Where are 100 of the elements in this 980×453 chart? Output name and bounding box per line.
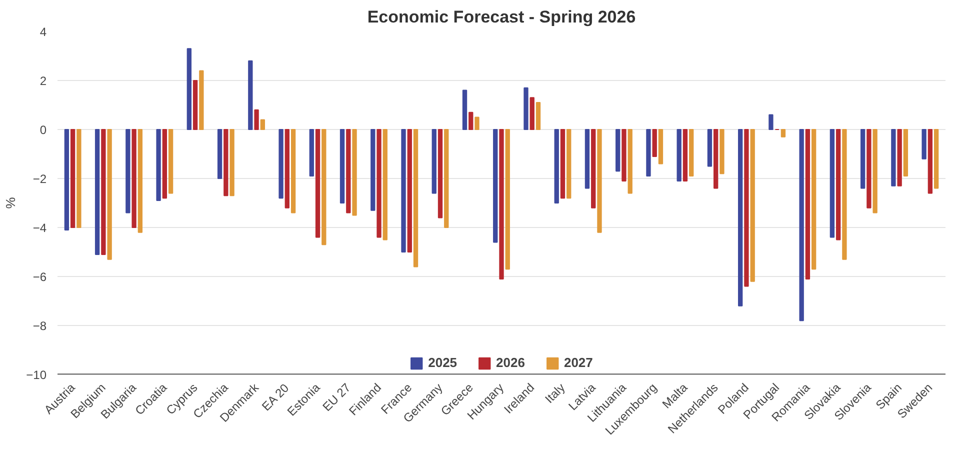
bar — [474, 116, 480, 130]
bar — [652, 129, 657, 157]
bar — [566, 129, 572, 199]
bar — [842, 129, 847, 260]
bar — [903, 129, 908, 177]
bar — [682, 129, 688, 182]
bar — [254, 109, 259, 130]
bar — [346, 129, 351, 214]
bar — [376, 129, 382, 238]
bar — [70, 129, 76, 228]
bar — [891, 129, 896, 186]
y-tick-label: −2 — [32, 172, 47, 186]
bar — [934, 129, 939, 189]
bar — [493, 129, 498, 243]
bar — [315, 129, 320, 238]
bar — [401, 129, 406, 252]
bar — [872, 129, 878, 214]
y-tick-label: −4 — [32, 221, 47, 235]
bar — [836, 129, 841, 240]
bar — [290, 129, 296, 214]
y-tick-label: 2 — [40, 74, 47, 88]
bar — [230, 129, 234, 196]
bar — [94, 129, 100, 255]
bar — [138, 129, 143, 233]
bar — [866, 129, 872, 208]
bar — [107, 129, 112, 260]
bar — [370, 129, 376, 211]
y-tick-label: 0 — [40, 123, 47, 137]
bar — [811, 129, 816, 270]
bar — [584, 129, 590, 189]
bar — [284, 129, 290, 208]
bar — [768, 114, 774, 130]
bar — [432, 129, 436, 194]
bar — [217, 129, 222, 179]
bar — [322, 129, 326, 246]
bar — [64, 129, 70, 230]
legend-label: 2027 — [564, 355, 593, 370]
bar — [499, 129, 504, 280]
bar — [536, 102, 541, 130]
bar — [707, 129, 712, 167]
bar — [340, 129, 345, 204]
bar — [622, 129, 626, 182]
bar — [805, 129, 810, 280]
bar — [101, 129, 106, 255]
bar — [438, 129, 443, 218]
bar — [309, 129, 314, 177]
bar — [278, 129, 284, 199]
bar — [530, 97, 534, 130]
bar — [597, 129, 602, 233]
bar — [780, 129, 786, 138]
bar — [830, 129, 835, 238]
bar — [860, 129, 866, 189]
bar — [382, 129, 388, 240]
bar — [676, 129, 682, 182]
bar — [156, 129, 161, 202]
bar — [462, 90, 468, 130]
bar — [560, 129, 566, 199]
bar — [413, 129, 418, 268]
bar — [162, 129, 168, 199]
legend-label: 2026 — [496, 355, 525, 370]
bar — [646, 129, 651, 177]
bar — [714, 129, 718, 189]
bar — [505, 129, 510, 270]
bar — [199, 70, 204, 130]
bar — [591, 129, 596, 208]
bar — [689, 129, 694, 177]
bar — [524, 87, 528, 130]
bar — [352, 129, 357, 216]
bar — [260, 119, 265, 130]
y-tick-label: −6 — [32, 270, 47, 284]
x-tick-label: Italy — [542, 380, 568, 406]
bar — [192, 80, 198, 130]
bar — [744, 129, 749, 287]
bar — [897, 129, 902, 186]
bar — [720, 129, 724, 174]
bar — [468, 112, 474, 130]
bar — [224, 129, 228, 196]
bar — [248, 60, 253, 130]
bar — [76, 129, 82, 228]
bar — [922, 129, 926, 160]
bar — [407, 129, 412, 252]
bar — [628, 129, 632, 194]
bar — [132, 129, 136, 228]
y-tick-label: −8 — [32, 319, 47, 333]
bar — [444, 129, 449, 228]
bar — [554, 129, 559, 204]
chart-title: Economic Forecast - Spring 2026 — [367, 8, 636, 26]
bar — [799, 129, 804, 322]
legend-label: 2025 — [428, 355, 458, 370]
bar — [186, 48, 192, 130]
bar — [738, 129, 743, 306]
bar — [168, 129, 174, 194]
y-tick-label: 4 — [40, 25, 47, 39]
bar — [750, 129, 755, 282]
bar — [658, 129, 664, 164]
y-tick-label: −10 — [26, 368, 47, 382]
bar — [616, 129, 620, 172]
bar — [928, 129, 933, 194]
y-axis-title: % — [3, 196, 18, 209]
bar — [126, 129, 130, 214]
